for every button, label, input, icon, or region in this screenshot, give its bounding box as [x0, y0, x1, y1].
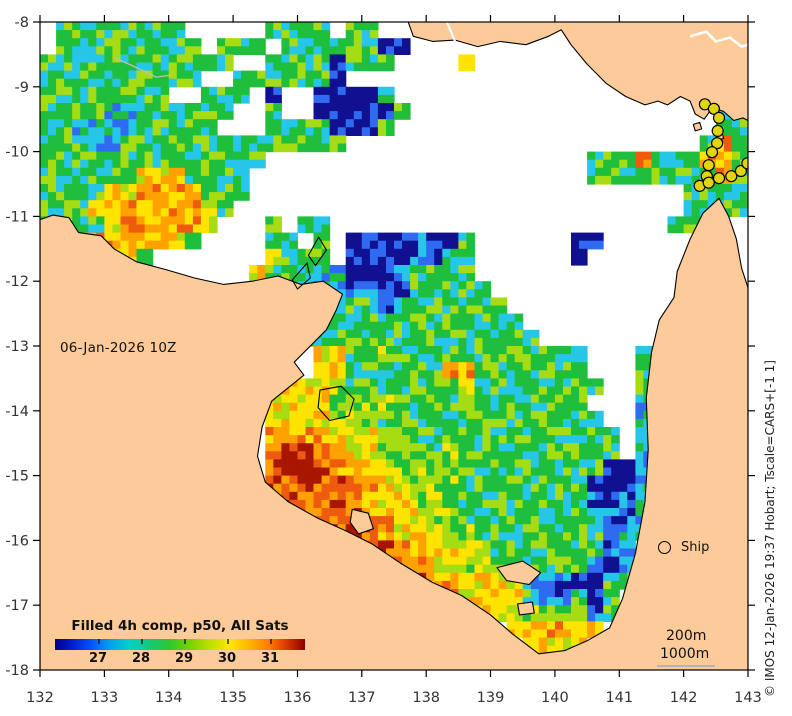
x-tick-label: 133	[91, 690, 119, 706]
y-tick-label: -18	[5, 663, 29, 679]
x-tick-label: 140	[541, 690, 569, 706]
colorbar-tick-label: 31	[260, 651, 280, 666]
colorbar-notch	[141, 639, 143, 644]
groote-eylandt	[317, 385, 355, 422]
mornington-island	[496, 560, 542, 586]
depth-label-200m: 200m	[666, 628, 707, 644]
wessel-islands-2	[291, 262, 311, 290]
ship-track-point	[707, 102, 721, 115]
ship-track-point	[702, 176, 715, 189]
y-tick-label: -16	[5, 533, 29, 549]
ship-track-point	[702, 159, 715, 172]
colorbar-notch	[98, 639, 100, 644]
pellew-group	[349, 508, 374, 535]
ship-marker-icon	[658, 540, 671, 554]
colorbar-tick-label: 30	[217, 651, 237, 666]
y-tick-label: -9	[15, 80, 29, 96]
copyright-text: © IMOS 12-Jan-2026 19:37 Hobart; Tscale=…	[763, 360, 777, 697]
y-tick-label: -10	[5, 145, 29, 161]
colorbar-notch	[270, 639, 272, 644]
ship-track-point	[710, 137, 724, 150]
ship-track-point	[725, 170, 738, 183]
x-tick-label: 135	[219, 690, 247, 706]
torres-islet-1	[692, 121, 703, 132]
y-tick-label: -14	[5, 404, 29, 420]
x-tick-label: 136	[284, 690, 312, 706]
x-tick-label: 132	[26, 690, 54, 706]
colorbar-tick-label: 29	[174, 651, 194, 666]
x-tick-label: 143	[734, 690, 762, 706]
colorbar-title: Filled 4h comp, p50, All Sats	[71, 618, 289, 634]
new-guinea	[407, 22, 748, 122]
fly-river	[689, 30, 748, 48]
y-tick-label: -13	[5, 339, 29, 355]
x-tick-label: 138	[412, 690, 440, 706]
x-tick-label: 139	[477, 690, 505, 706]
ship-track-point	[712, 172, 726, 185]
ship-track-point	[734, 164, 748, 178]
y-tick-label: -12	[5, 274, 29, 290]
colorbar-notch	[184, 639, 186, 644]
x-tick-label: 141	[605, 690, 633, 706]
australia-mainland	[40, 197, 748, 670]
ship-legend: Ship	[658, 539, 709, 555]
depth-contour-sample-line	[657, 665, 715, 667]
wessel-islands-1	[307, 236, 327, 267]
dolak-channel	[445, 22, 457, 42]
axis-tick-labels: 132 133 134 135 136 137 138 139 140 141 142 143 -8 -9…	[5, 15, 762, 706]
y-tick-label: -8	[15, 15, 29, 31]
depth-contour	[113, 57, 172, 78]
colorbar-notch	[227, 639, 229, 644]
x-tick-label: 142	[670, 690, 698, 706]
colorbar-gradient	[55, 639, 305, 650]
ship-track	[693, 98, 748, 192]
ship-track-point	[712, 111, 726, 125]
date-label: 06-Jan-2026 10Z	[60, 340, 177, 356]
ship-legend-label: Ship	[681, 539, 710, 555]
colorbar-tick-label: 27	[88, 651, 108, 666]
colorbar-tick-labels: 27 28 29 30 31	[55, 651, 305, 667]
y-tick-label: -15	[5, 469, 29, 485]
ship-track-point	[705, 146, 719, 159]
colorbar-tick-label: 28	[131, 651, 151, 666]
axis-ticks	[33, 15, 755, 677]
bentinck-island	[517, 601, 535, 616]
ship-track-point	[711, 124, 724, 137]
x-tick-label: 137	[348, 690, 376, 706]
depth-label-1000m: 1000m	[660, 646, 710, 662]
x-tick-label: 134	[155, 690, 183, 706]
y-tick-label: -17	[5, 598, 29, 614]
y-tick-label: -11	[5, 209, 29, 225]
